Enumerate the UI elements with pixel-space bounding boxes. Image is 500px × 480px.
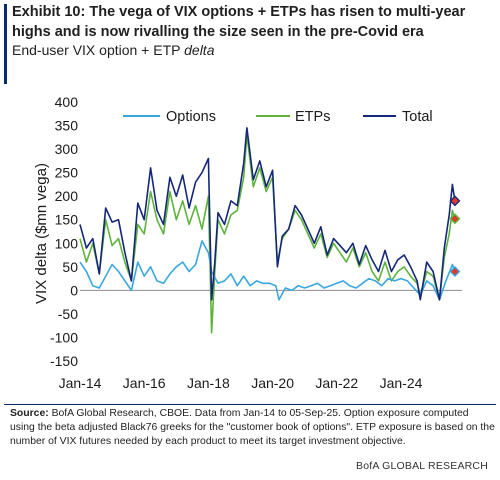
end-marker-etps <box>449 213 461 225</box>
x-tick-label: Jan-22 <box>315 375 358 391</box>
chart-subtitle: End-user VIX option + ETP delta <box>12 42 214 58</box>
legend-label-total: Total <box>402 109 433 125</box>
source-note: Source: BofA Global Research, CBOE. Data… <box>10 407 495 449</box>
footer-divider <box>4 404 496 405</box>
title-accent-bar <box>4 4 7 84</box>
legend-label-options: Options <box>166 109 216 125</box>
series-line-options <box>79 240 456 301</box>
x-tick-label: Jan-20 <box>251 375 294 391</box>
y-tick-label: 350 <box>55 118 79 134</box>
y-tick-label: 150 <box>55 212 79 228</box>
x-tick-label: Jan-14 <box>59 375 102 391</box>
series-line-total <box>79 127 456 301</box>
y-tick-label: 300 <box>55 141 79 157</box>
series-line-etps <box>79 134 456 334</box>
y-tick-label: 50 <box>62 259 78 275</box>
legend-label-etps: ETPs <box>295 109 330 125</box>
y-tick-label: 200 <box>55 188 79 204</box>
x-tick-label: Jan-18 <box>187 375 230 391</box>
y-tick-label: -100 <box>50 329 78 345</box>
x-tick-label: Jan-16 <box>123 375 166 391</box>
y-tick-label: -50 <box>58 306 78 322</box>
subtitle-prefix: End-user VIX option + ETP <box>12 42 185 58</box>
end-marker-options <box>449 266 461 278</box>
y-tick-label: 100 <box>55 235 79 251</box>
subtitle-italic: delta <box>184 42 215 58</box>
vix-delta-chart: 400 350 300 250 200 150 100 50 0 -50 -100 -150 Jan-1… <box>33 94 462 391</box>
y-tick-label: 0 <box>70 282 78 298</box>
y-axis-label: VIX delta ($mn vega) <box>33 163 50 304</box>
y-tick-label: 250 <box>55 165 79 181</box>
end-marker-total <box>449 195 461 207</box>
publisher-credit: BofA GLOBAL RESEARCH <box>356 460 488 472</box>
x-tick-label: Jan-24 <box>380 375 423 391</box>
source-text: BofA Global Research, CBOE. Data from Ja… <box>10 408 495 447</box>
y-tick-label: 400 <box>55 94 79 110</box>
y-tick-label: -150 <box>50 353 78 369</box>
source-label: Source: <box>10 408 49 419</box>
chart-title: Exhibit 10: The vega of VIX options + ET… <box>12 4 466 40</box>
